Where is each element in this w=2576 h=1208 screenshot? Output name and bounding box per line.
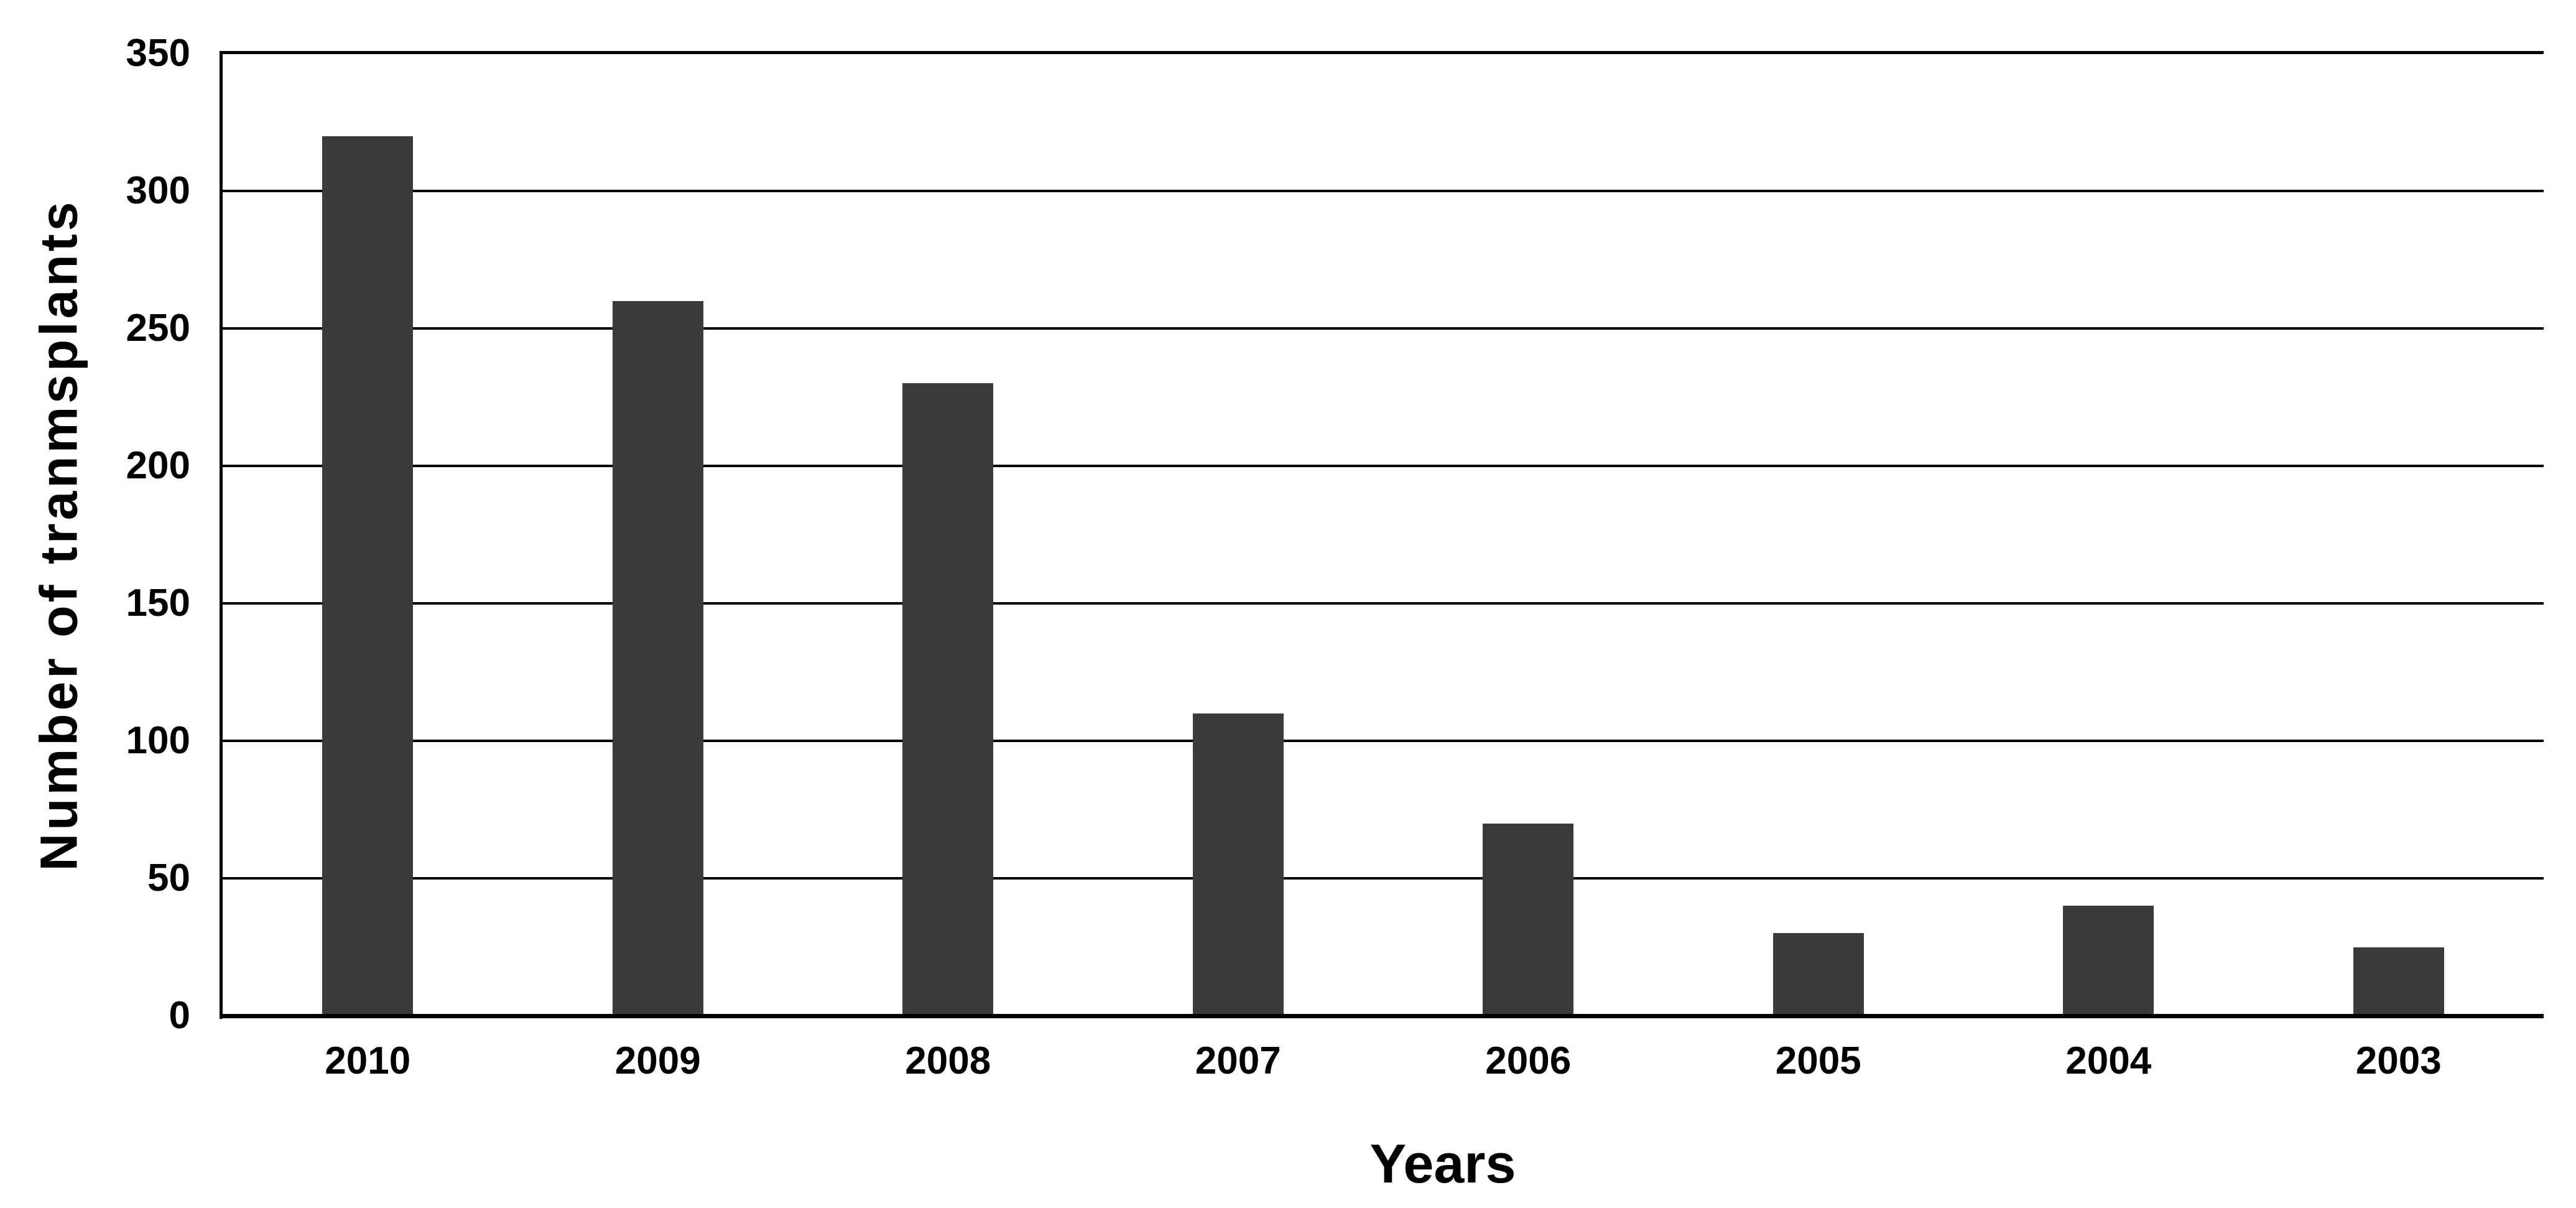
y-tick-label-50: 50	[147, 857, 190, 899]
y-tick-label-150: 150	[126, 582, 190, 625]
bar-2006	[1483, 823, 1574, 1016]
bar-2009	[612, 300, 703, 1016]
gridline-100	[223, 740, 2544, 742]
x-tick-label-2003: 2003	[2355, 1039, 2442, 1082]
x-tick-label-2008: 2008	[905, 1039, 991, 1082]
gridline-200	[223, 465, 2544, 467]
y-tick-label-200: 200	[126, 444, 190, 487]
y-tick-label-350: 350	[126, 32, 190, 75]
bar-2004	[2063, 906, 2154, 1016]
plot-area	[220, 51, 2544, 1019]
x-tick-label-2006: 2006	[1485, 1039, 1572, 1082]
x-axis-title: Years	[1369, 1133, 1516, 1194]
y-axis-title: Number of tranmsplants	[29, 198, 88, 871]
x-tick-label-2005: 2005	[1775, 1039, 1861, 1082]
bar-2003	[2353, 947, 2444, 1016]
x-tick-label-2007: 2007	[1195, 1039, 1281, 1082]
gridline-50	[223, 877, 2544, 880]
bar-2010	[322, 136, 414, 1016]
bar-2007	[1192, 713, 1284, 1016]
x-axis-line	[220, 1014, 2544, 1018]
y-tick-label-0: 0	[169, 994, 190, 1037]
y-tick-label-250: 250	[126, 307, 190, 350]
x-tick-label-2009: 2009	[614, 1039, 701, 1082]
gridline-300	[223, 190, 2544, 192]
bar-2008	[902, 383, 994, 1016]
gridline-150	[223, 602, 2544, 605]
y-tick-label-300: 300	[126, 169, 190, 212]
bar-2005	[1772, 933, 1864, 1016]
x-tick-label-2010: 2010	[325, 1039, 411, 1082]
gridline-250	[223, 327, 2544, 330]
x-tick-label-2004: 2004	[2065, 1039, 2152, 1082]
y-tick-label-100: 100	[126, 719, 190, 762]
